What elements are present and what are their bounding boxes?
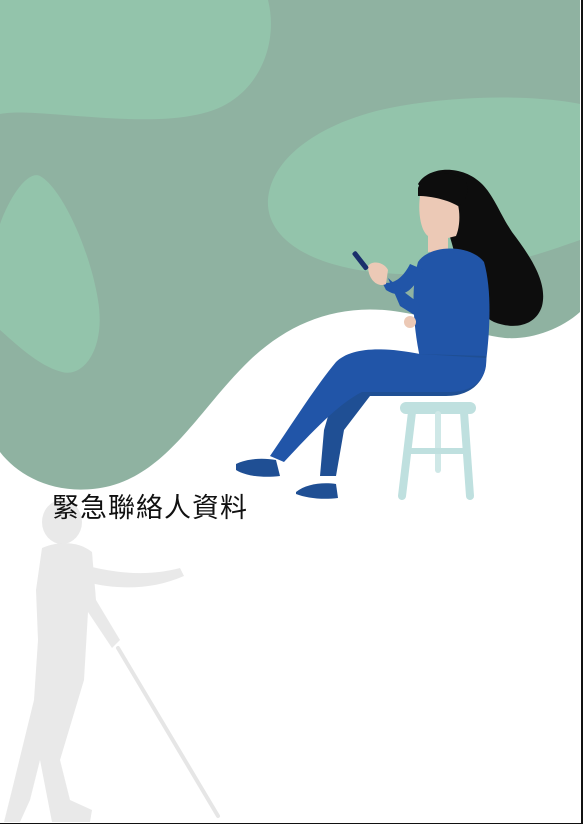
phone-icon xyxy=(352,251,369,271)
page-title: 緊急聯絡人資料 xyxy=(52,493,248,524)
woman-with-phone-figure xyxy=(236,169,544,499)
face-shape xyxy=(419,186,460,252)
right-border xyxy=(581,0,583,824)
white-cane-icon xyxy=(116,646,220,818)
stool-icon xyxy=(398,402,476,500)
green-blob-top-left xyxy=(0,0,271,120)
green-blob-left xyxy=(0,175,100,373)
sweater-shape xyxy=(413,248,490,362)
person-with-cane-silhouette-icon xyxy=(4,500,184,822)
